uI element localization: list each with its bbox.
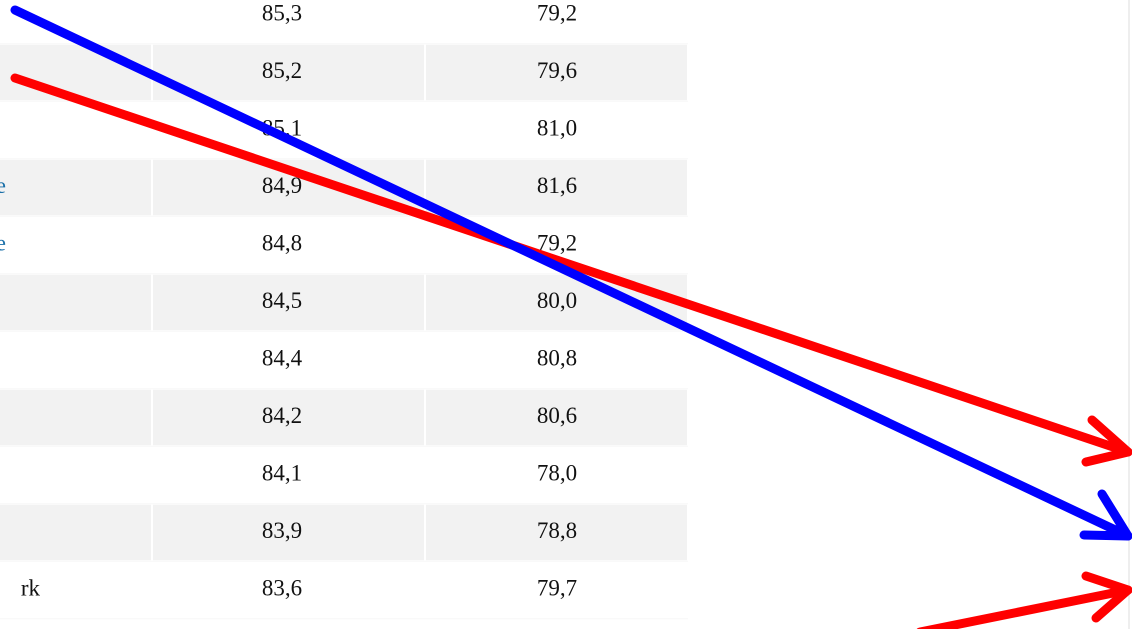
cell-value: 84,4 [262, 345, 303, 370]
cell-value: 78,0 [537, 460, 577, 485]
cell-value: 83,6 [262, 575, 302, 600]
row-shade [0, 274, 151, 331]
cell-value: 83,9 [262, 518, 302, 543]
cell-value: 79,7 [537, 575, 577, 600]
cell-value: 80,0 [537, 288, 577, 313]
cell-value: 79,6 [537, 58, 577, 83]
row-label: e [0, 173, 6, 198]
cell-value: 84,1 [262, 460, 302, 485]
row-shade [0, 389, 151, 446]
annotations [10, 5, 1132, 629]
red-arrow-1 [10, 73, 1132, 467]
table: 85,3 79,285,2 79,685,1 81,0e 84,9 81,6e 84,8 79… [0, 0, 687, 601]
row-shade [0, 504, 151, 561]
cell-value: 84,8 [262, 230, 302, 255]
row-shade [0, 44, 151, 101]
cell-value: 78,8 [537, 518, 577, 543]
row-shade [153, 44, 424, 101]
row-shade [426, 44, 687, 101]
cell-value: 80,6 [537, 403, 577, 428]
cell-value: 84,2 [262, 403, 302, 428]
cell-value: 85,3 [262, 0, 302, 25]
row-shade [426, 389, 687, 446]
red-arrow-2 [916, 571, 1132, 629]
row-shade [153, 274, 424, 331]
cell-value: 80,8 [537, 345, 577, 370]
cell-value: 81,0 [537, 115, 577, 140]
row-label: rk [21, 575, 41, 600]
row-label: e [0, 230, 6, 255]
row-shade [153, 504, 424, 561]
cell-value: 81,6 [537, 173, 577, 198]
row-shade [153, 389, 424, 446]
cell-value: 79,2 [537, 0, 577, 25]
cell-value: 85,2 [262, 58, 302, 83]
row-shade [0, 159, 151, 216]
blue-arrow [10, 5, 1132, 541]
row-shade [426, 504, 687, 561]
row-shade [426, 159, 687, 216]
cell-value: 84,5 [262, 288, 302, 313]
